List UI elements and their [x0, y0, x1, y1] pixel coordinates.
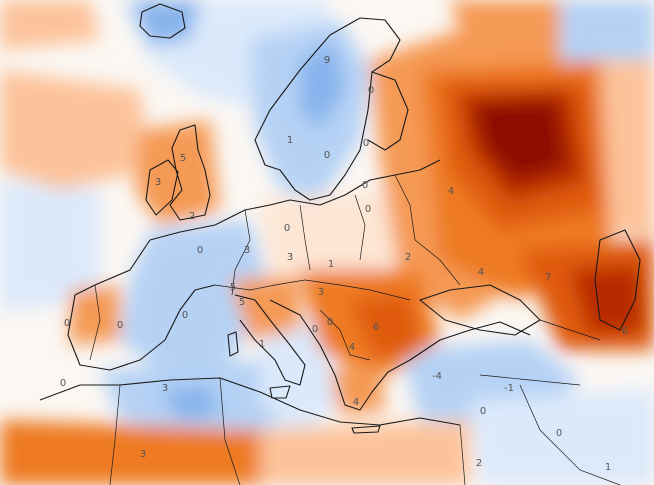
anomaly-label: 0	[117, 320, 123, 331]
anomaly-warm-alps-italy	[230, 275, 300, 340]
anomaly-label: -4	[432, 371, 442, 382]
anomaly-label: 3	[318, 287, 324, 298]
anomaly-warm-sahara	[0, 420, 260, 485]
anomaly-label: 2	[189, 211, 195, 222]
border-balkans-inner	[319, 309, 371, 361]
anomaly-label: 3	[162, 383, 168, 394]
anomaly-label: 1	[259, 339, 265, 350]
anomaly-label: 0	[363, 138, 369, 149]
anomaly-warm-romania-core	[350, 295, 420, 360]
anomaly-label: 3	[155, 177, 161, 188]
anomaly-label: 1	[605, 462, 611, 473]
anomaly-label: 5	[180, 153, 186, 164]
anomaly-label: 0	[60, 378, 66, 389]
anomaly-warm-atlantic-north	[0, 0, 100, 50]
anomaly-label: 0	[182, 310, 188, 321]
anomaly-warm-russia-northeast	[450, 0, 560, 40]
anomaly-label: -1	[504, 383, 514, 394]
anomaly-label: 6	[373, 322, 379, 333]
coast-scandinavia	[254, 17, 401, 201]
coast-finland	[367, 71, 409, 151]
anomaly-label: 0	[365, 204, 371, 215]
anomaly-label: 5	[239, 297, 245, 308]
coast-britain	[169, 124, 211, 221]
anomaly-label: 4	[349, 342, 355, 353]
border-turkey-syria	[479, 374, 581, 386]
anomaly-warm-atlantic-west	[0, 70, 150, 190]
coast-iceland	[139, 3, 186, 39]
coast-north-africa	[39, 377, 461, 426]
anomaly-label: 0	[324, 150, 330, 161]
border-mideast	[519, 384, 621, 485]
anomaly-label: 5	[230, 282, 236, 293]
anomaly-label: 0	[362, 180, 368, 191]
coast-sicily	[269, 385, 291, 399]
coast-iberia	[67, 239, 216, 371]
anomaly-cool-norway-core	[300, 40, 345, 130]
anomaly-cool-algeria-core	[160, 385, 220, 420]
anomaly-label: 0	[556, 428, 562, 439]
coast-balkans	[269, 299, 531, 411]
anomaly-cool-france-spain	[120, 220, 270, 380]
border-maghreb-2	[219, 377, 241, 485]
anomaly-label: 1	[328, 259, 334, 270]
coast-ireland	[145, 159, 179, 216]
border-belarus-russia	[394, 174, 416, 241]
anomaly-label: 3	[287, 252, 293, 263]
border-caucasus	[539, 319, 601, 341]
coast-caspian	[594, 229, 641, 331]
coast-crete	[351, 425, 381, 434]
anomaly-label: 3	[244, 245, 250, 256]
border-spain-portugal	[89, 284, 101, 361]
anomaly-warm-russia-max	[475, 100, 565, 180]
anomaly-label: 0	[284, 223, 290, 234]
anomaly-label: 2	[476, 458, 482, 469]
coast-sardinia	[227, 331, 239, 357]
anomaly-label: 0	[197, 245, 203, 256]
coast-italy	[234, 294, 306, 386]
anomaly-label: 2	[405, 252, 411, 263]
anomaly-label: 0	[368, 85, 374, 96]
anomaly-warm-sahara-light	[260, 420, 470, 485]
coast-continent	[149, 159, 441, 241]
anomaly-label: 3	[140, 449, 146, 460]
border-france-germany	[231, 209, 251, 296]
anomaly-warm-iberia-west	[70, 285, 120, 345]
anomaly-label: 0	[480, 406, 486, 417]
border-danube	[304, 279, 411, 301]
anomaly-label: 4	[478, 267, 484, 278]
anomaly-cool-mideast	[470, 390, 654, 485]
anomaly-label: 4	[353, 397, 359, 408]
anomaly-label: 4	[448, 186, 454, 197]
anomaly-label: 0	[64, 318, 70, 329]
border-libya-egypt	[459, 424, 466, 485]
country-borders	[89, 174, 621, 485]
anomaly-label: 6	[622, 326, 628, 337]
anomaly-label: 0	[327, 317, 333, 328]
border-ukraine-russia	[414, 239, 461, 286]
border-alps	[214, 279, 306, 291]
anomaly-labels: 9 0 1 0 0 5 3 2 4 0 0 0 3 0 3 1 2 4 7 5 …	[60, 55, 628, 473]
anomaly-label: 9	[324, 55, 330, 66]
anomaly-label: 7	[545, 272, 551, 283]
border-maghreb-1	[109, 384, 121, 485]
anomaly-label: 1	[287, 135, 293, 146]
anomaly-cool-west-atlantic	[0, 180, 100, 310]
anomaly-label: 0	[312, 324, 318, 335]
anomaly-warm-russia-east-edge	[600, 60, 654, 240]
border-poland-belarus	[354, 194, 366, 261]
border-germany-poland	[299, 204, 311, 271]
